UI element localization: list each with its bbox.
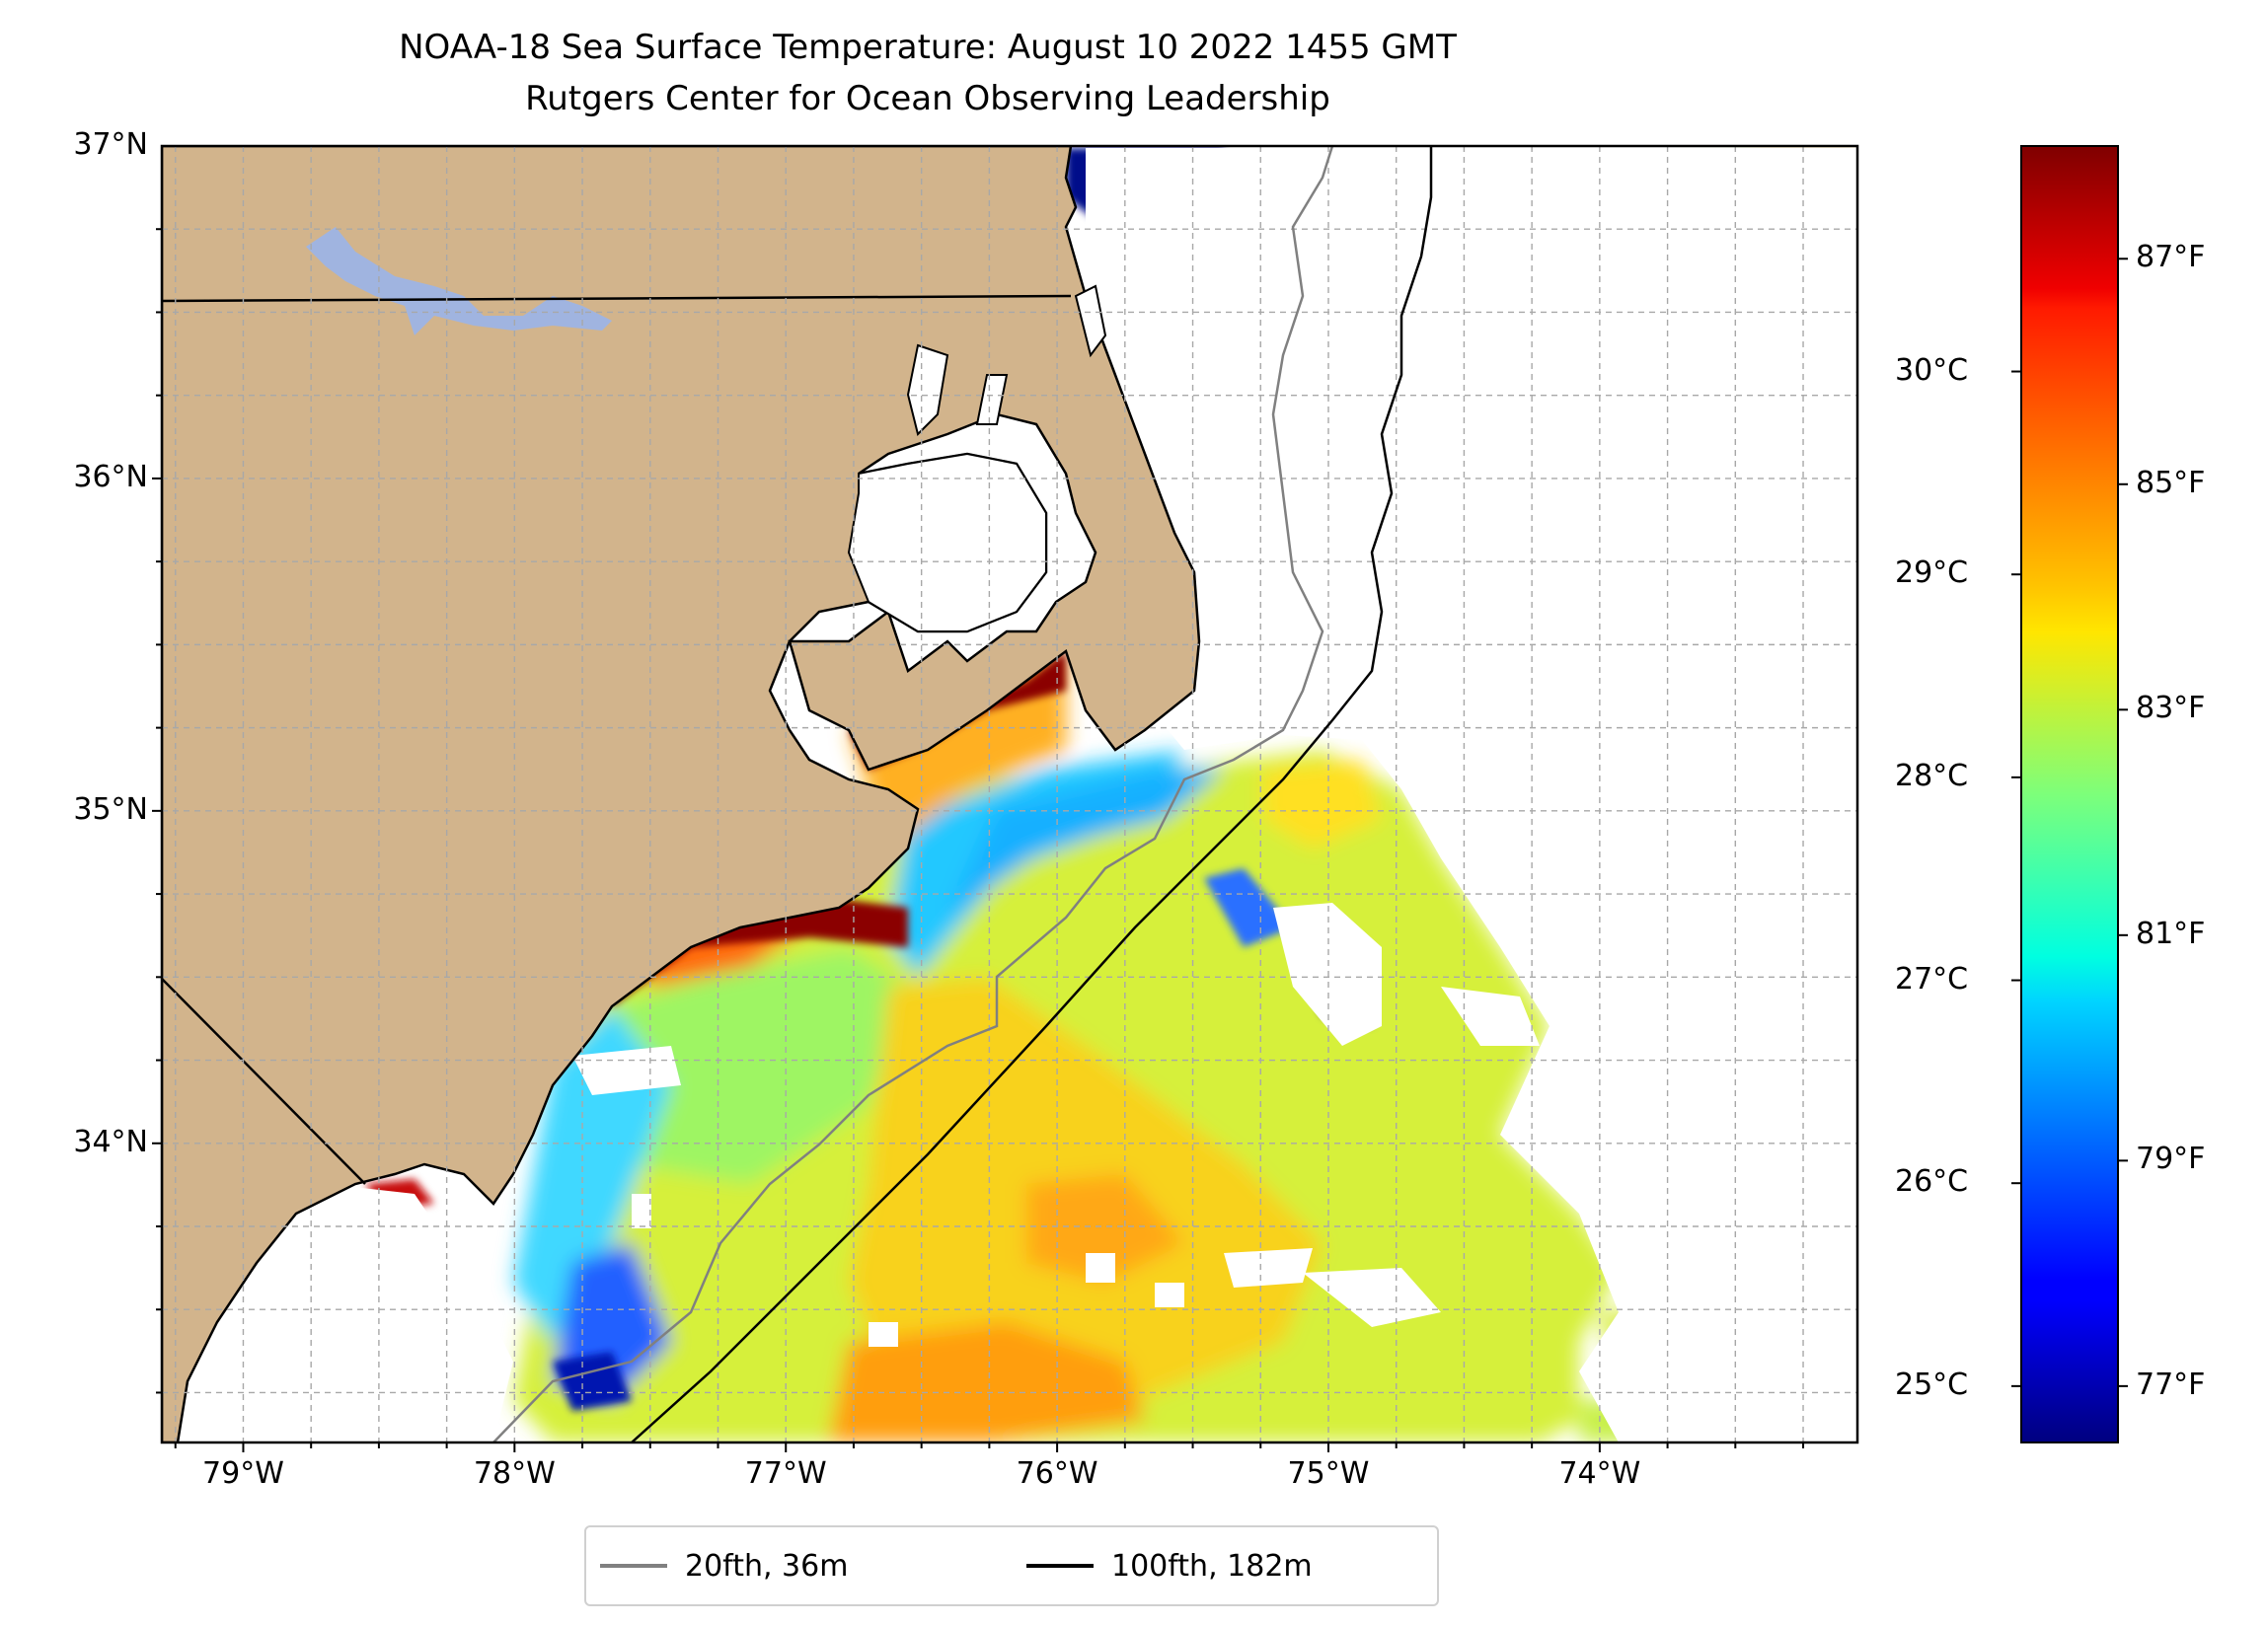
legend-label-100fth: 100fth, 182m bbox=[1111, 1548, 1313, 1584]
colorbar-label-f: 83°F bbox=[2136, 691, 2206, 726]
map-title: NOAA-18 Sea Surface Temperature: August … bbox=[399, 28, 1457, 67]
legend-swatch-100fth bbox=[1026, 1564, 1094, 1568]
x-tick-label: 76°W bbox=[1016, 1456, 1098, 1491]
x-tick-label: 75°W bbox=[1287, 1456, 1370, 1491]
colorbar-label-c: 25°C bbox=[1895, 1367, 1969, 1402]
y-tick-label: 34°N bbox=[73, 1124, 148, 1159]
isobath-20fth bbox=[492, 146, 1334, 1442]
legend-swatch-20fth bbox=[600, 1564, 667, 1568]
colorbar-label-f: 87°F bbox=[2136, 240, 2206, 275]
y-tick-label: 37°N bbox=[73, 127, 148, 162]
y-tick-label: 36°N bbox=[73, 459, 148, 494]
y-tick-label: 35°N bbox=[73, 791, 148, 827]
state-boundary bbox=[162, 978, 366, 1185]
map-subtitle: Rutgers Center for Ocean Observing Leade… bbox=[525, 79, 1330, 118]
colorbar-label-c: 29°C bbox=[1895, 555, 1969, 591]
colorbar-label-c: 26°C bbox=[1895, 1164, 1969, 1200]
legend-item-100fth: 100fth, 182m bbox=[1026, 1527, 1313, 1604]
colorbar-label-c: 30°C bbox=[1895, 352, 1969, 388]
legend-item-20fth: 20fth, 36m bbox=[600, 1527, 848, 1604]
colorbar bbox=[2020, 145, 2119, 1443]
lake bbox=[306, 227, 612, 335]
colorbar-label-f: 77°F bbox=[2136, 1367, 2206, 1402]
map-area bbox=[162, 146, 1857, 1442]
sound-water bbox=[847, 284, 1107, 632]
legend: 20fth, 36m 100fth, 182m bbox=[584, 1525, 1439, 1606]
x-tick-label: 78°W bbox=[473, 1456, 556, 1491]
map-frame bbox=[160, 144, 1859, 1444]
colorbar-label-f: 81°F bbox=[2136, 916, 2206, 951]
x-tick-label: 79°W bbox=[202, 1456, 284, 1491]
colorbar-label-c: 27°C bbox=[1895, 961, 1969, 997]
gridlines bbox=[162, 146, 1857, 1442]
colorbar-label-f: 85°F bbox=[2136, 465, 2206, 500]
colorbar-label-f: 79°F bbox=[2136, 1142, 2206, 1177]
x-tick-label: 77°W bbox=[744, 1456, 827, 1491]
legend-label-20fth: 20fth, 36m bbox=[685, 1548, 849, 1584]
axis-ticks bbox=[152, 228, 1805, 1452]
state-boundary bbox=[162, 294, 1072, 303]
x-tick-label: 74°W bbox=[1558, 1456, 1641, 1491]
colorbar-label-c: 28°C bbox=[1895, 758, 1969, 793]
colorbar-ticks bbox=[2011, 258, 2128, 1387]
isobath-100fth bbox=[631, 146, 1433, 1442]
